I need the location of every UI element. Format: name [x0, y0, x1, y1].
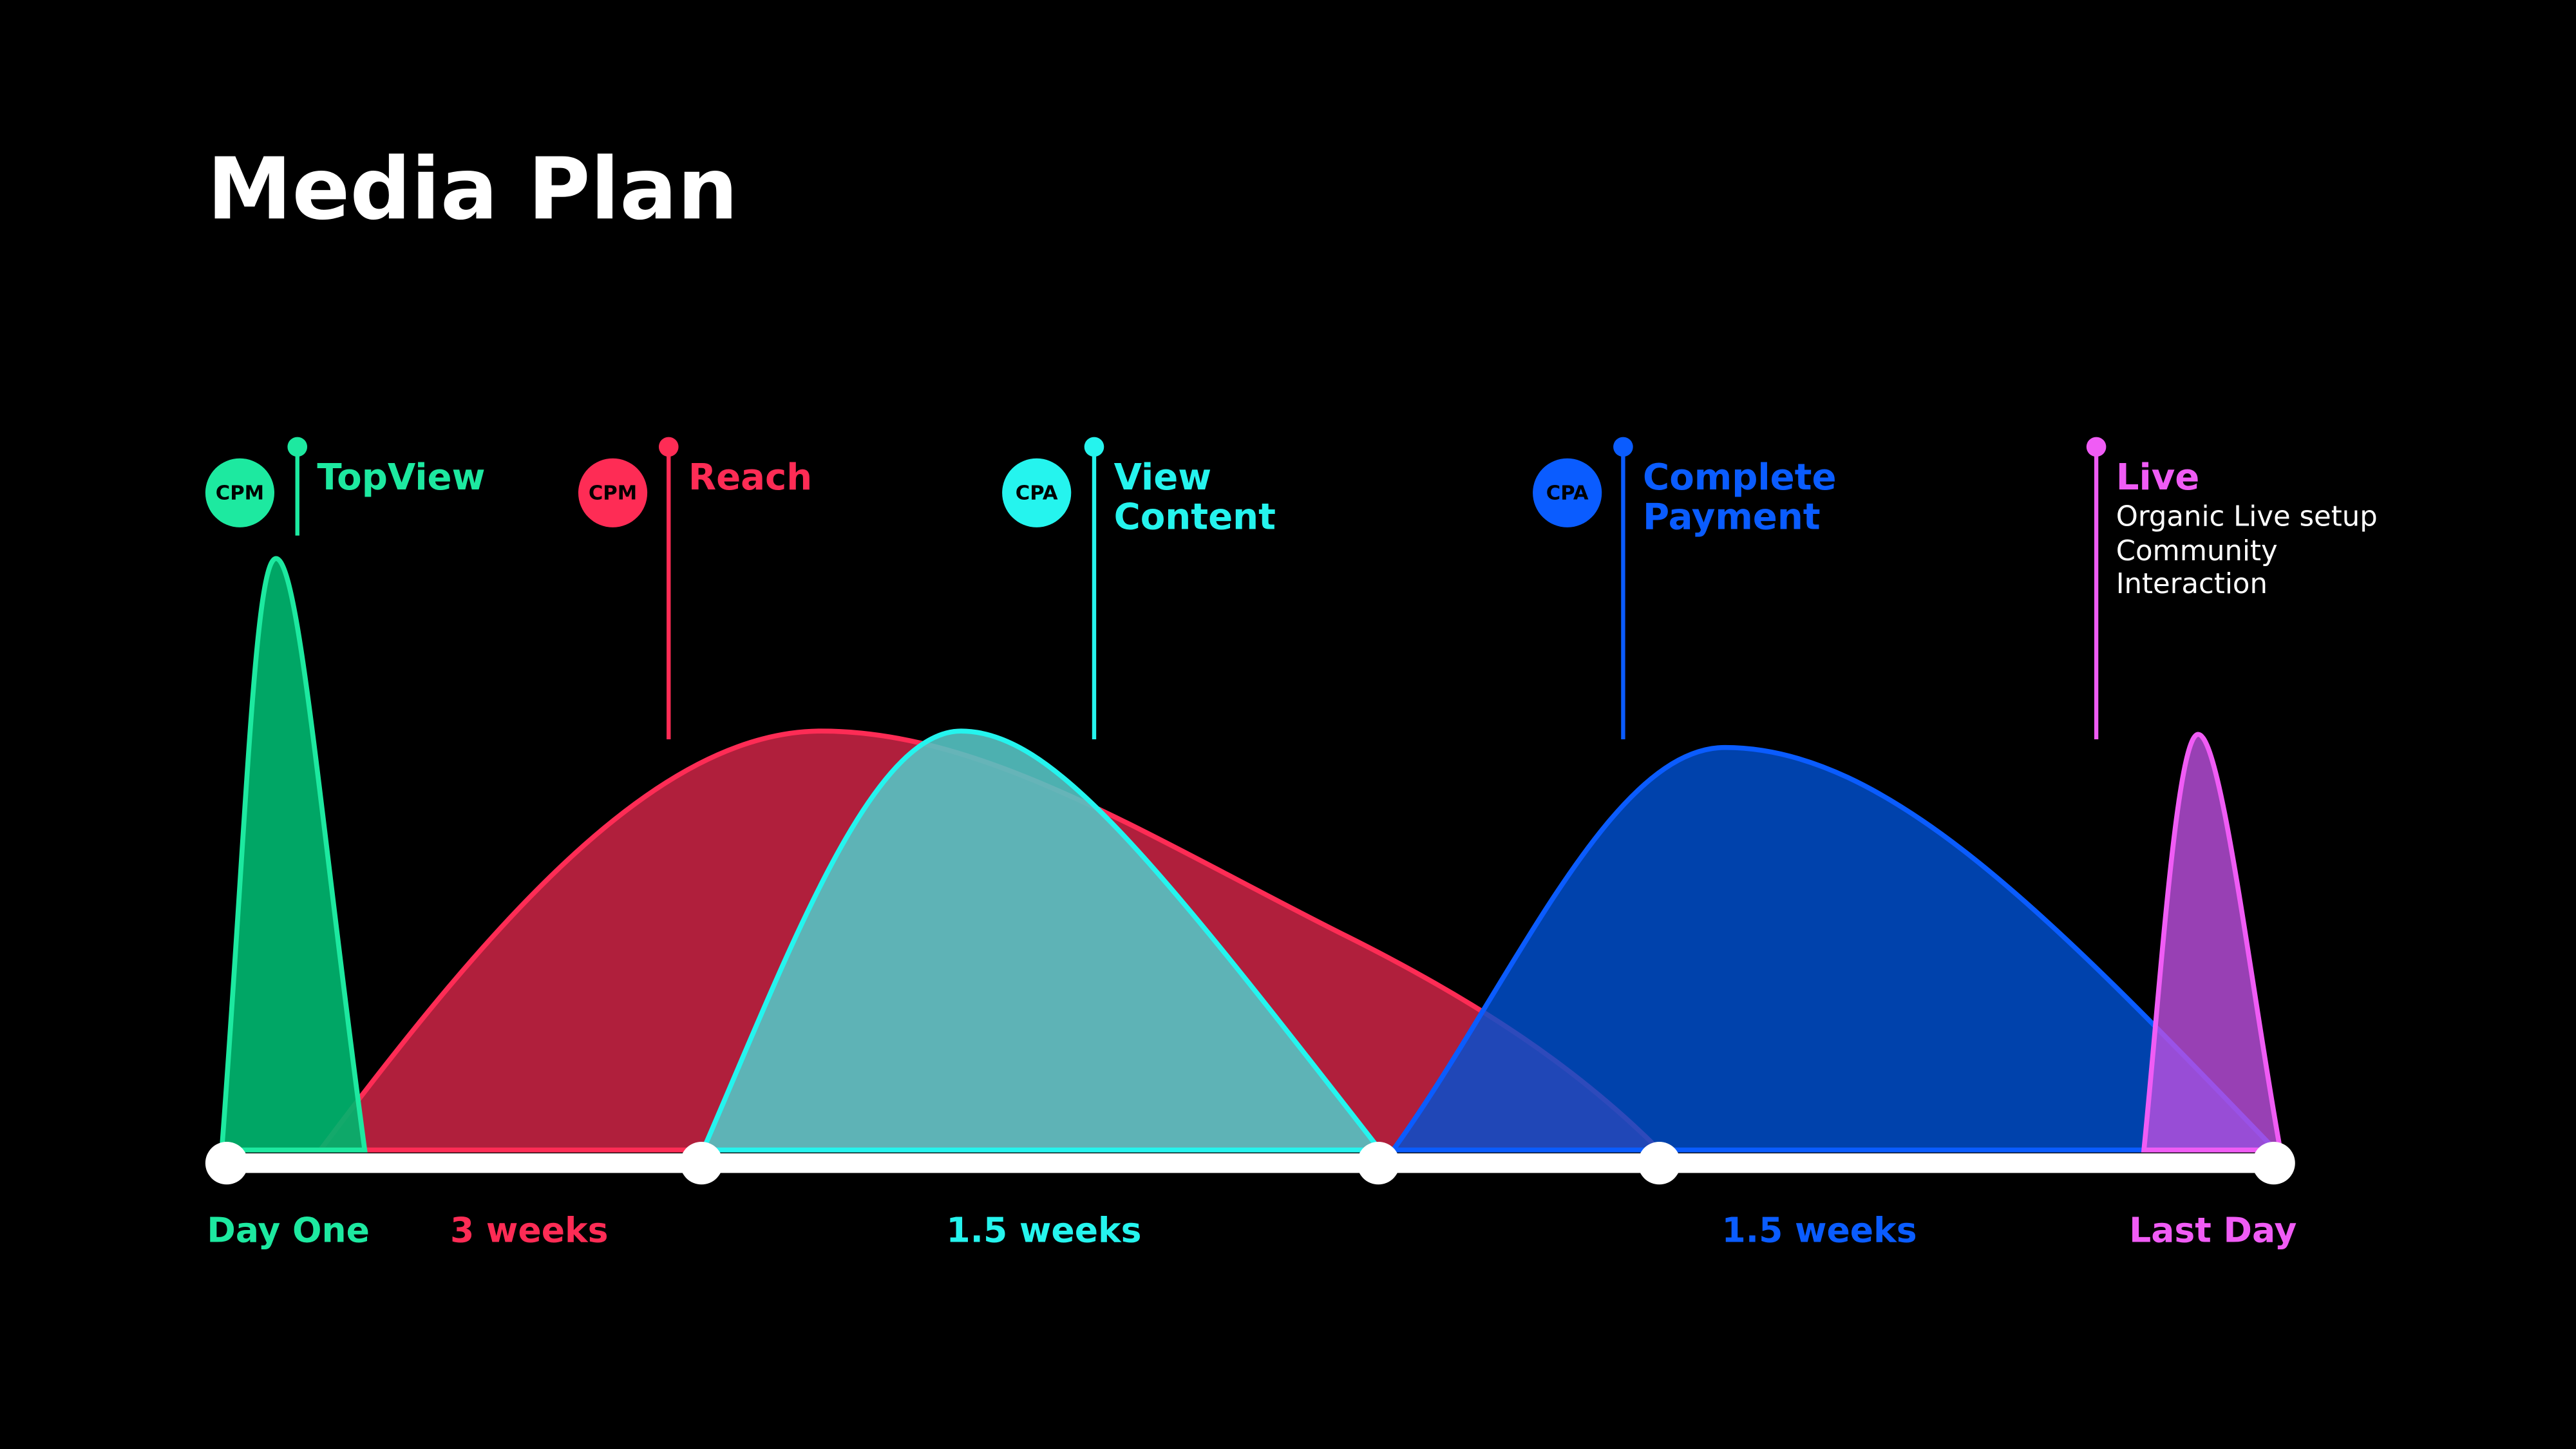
node: [680, 1141, 723, 1185]
phase-description: Organic Live setup: [2116, 500, 2378, 533]
phase-payment: CPA Complete Payment: [1533, 437, 1837, 739]
pin-head: [287, 437, 308, 457]
badge: CPM: [589, 482, 637, 505]
pin-head: [1084, 437, 1104, 457]
timeline-label: 3 weeks: [450, 1210, 609, 1251]
node: [205, 1141, 249, 1185]
phase-label: Live: [2116, 457, 2200, 498]
phase-live: Live Organic Live setup Community Intera…: [2086, 437, 2378, 739]
badge-circle: [578, 458, 648, 527]
phase-label: TopView: [317, 457, 485, 498]
phase-label: View: [1114, 457, 1212, 498]
title: Media Plan: [207, 140, 738, 239]
timeline-label: Last Day: [2129, 1210, 2297, 1251]
node: [1638, 1141, 1681, 1185]
pin-head: [1613, 437, 1633, 457]
live-curve: [2141, 732, 2284, 1153]
badge-circle: [205, 458, 275, 527]
badge: CPM: [216, 482, 264, 505]
timeline-label: 1.5 weeks: [1721, 1210, 1917, 1251]
phase-reach: CPM Reach: [578, 437, 812, 739]
payment-curve: [1388, 744, 2282, 1153]
phase-topview: CPM TopView: [205, 437, 485, 536]
pin-head: [658, 437, 679, 457]
phase-description: Community: [2116, 535, 2278, 567]
badge: CPA: [1016, 482, 1058, 505]
topview-curve: [219, 556, 368, 1153]
pin-head: [2086, 437, 2107, 457]
phase-view-content: CPA View Content: [1002, 437, 1276, 739]
timeline-label: Day One: [207, 1210, 370, 1251]
badge-circle: [1533, 458, 1602, 527]
timeline-nodes: [205, 1141, 2295, 1185]
node: [1357, 1141, 1400, 1185]
phase-label: Payment: [1643, 496, 1821, 538]
badge-circle: [1002, 458, 1072, 527]
phase-description: Interaction: [2116, 568, 2268, 600]
phase-label: Content: [1114, 496, 1276, 538]
view-content-curve: [699, 728, 1385, 1153]
node: [2252, 1141, 2295, 1185]
timeline-label: 1.5 weeks: [946, 1210, 1141, 1251]
badge: CPA: [1546, 482, 1589, 505]
phase-label: Reach: [688, 457, 812, 498]
phase-label: Complete: [1643, 457, 1837, 498]
